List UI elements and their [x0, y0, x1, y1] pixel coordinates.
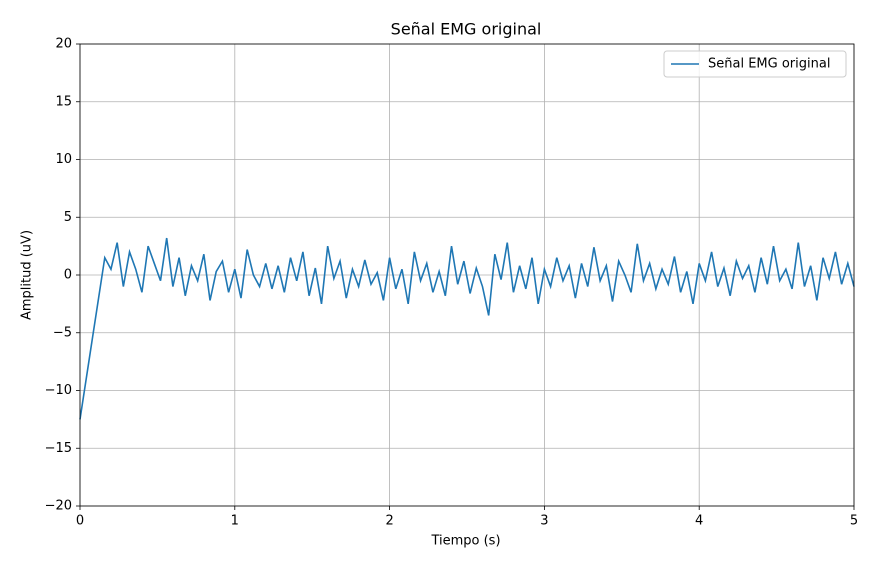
- y-tick-label: 0: [64, 268, 72, 283]
- x-tick-label: 1: [231, 514, 239, 529]
- plot-frame: [79, 43, 855, 507]
- x-tick-label: 3: [540, 514, 548, 529]
- x-tick-label: 0: [76, 514, 84, 529]
- y-tick-label: −15: [45, 441, 72, 456]
- legend-label: Señal EMG original: [708, 57, 830, 72]
- x-tick-label: 5: [850, 514, 858, 529]
- y-tick-label: −5: [53, 325, 72, 340]
- x-tick-label: 4: [695, 514, 703, 529]
- y-tick-label: 20: [55, 37, 72, 52]
- y-tick-label: 10: [55, 152, 72, 167]
- y-tick-label: −20: [45, 499, 72, 514]
- x-tick-label: 2: [385, 514, 393, 529]
- y-tick-label: 15: [55, 94, 72, 109]
- chart-title: Señal EMG original: [391, 20, 542, 39]
- data-line: [79, 237, 855, 420]
- y-tick-label: −10: [45, 383, 72, 398]
- y-tick-label: 5: [64, 210, 72, 225]
- x-axis-label: Tiempo (s): [430, 534, 500, 549]
- legend: Señal EMG original: [663, 50, 847, 78]
- y-axis-label: Amplitud (uV): [20, 230, 35, 320]
- legend-box: [663, 50, 847, 78]
